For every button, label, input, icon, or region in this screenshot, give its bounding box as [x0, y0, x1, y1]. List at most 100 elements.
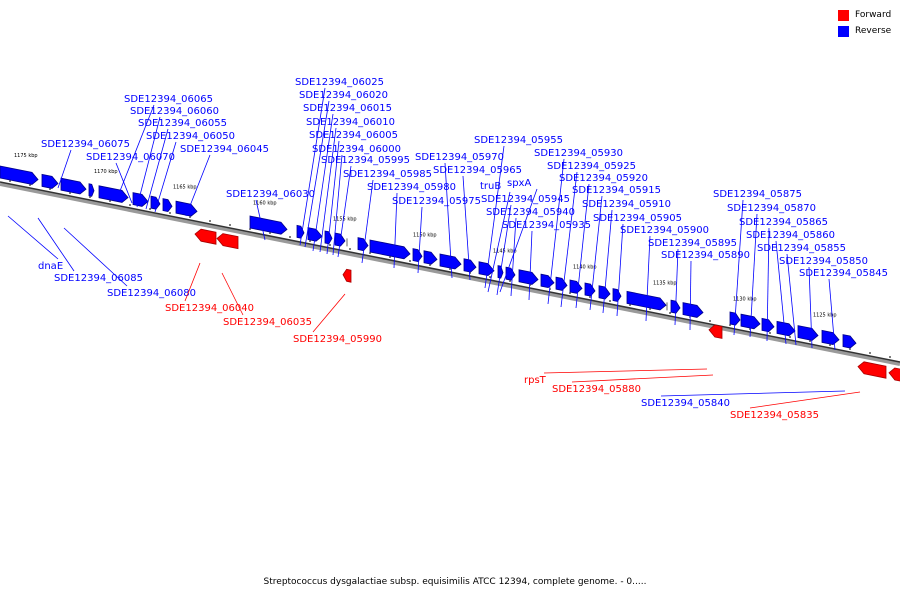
- label-leader: [602, 209, 613, 314]
- label-leader: [749, 391, 861, 409]
- gene-label: SDE12394_06025: [295, 77, 384, 88]
- scale-label: 1165 kbp: [173, 185, 197, 191]
- scale-label: 1145 kbp: [493, 249, 517, 255]
- gene-label: SDE12394_06075: [41, 139, 130, 150]
- reverse-gene-arrow: [296, 224, 305, 239]
- legend-reverse: Reverse: [838, 25, 898, 41]
- gene-label: SDE12394_05845: [799, 268, 888, 279]
- gene-label: SDE12394_06030: [226, 189, 315, 200]
- label-leader: [337, 165, 352, 258]
- gene-label: SDE12394_05870: [727, 203, 816, 214]
- scale-label: 1155 kbp: [333, 217, 357, 223]
- reverse-gene-arrow: [88, 183, 95, 197]
- label-leader: [115, 162, 133, 204]
- label-leader: [828, 278, 836, 351]
- gene-label: SDE12394_05920: [559, 173, 648, 184]
- gene-label: truB: [480, 181, 501, 192]
- label-leader: [332, 154, 343, 256]
- gene-label: SDE12394_05995: [321, 155, 410, 166]
- scale-label: 1175 kbp: [14, 153, 38, 159]
- gene-label: SDE12394_06080: [107, 288, 196, 299]
- label-leader: [185, 154, 211, 217]
- label-leader: [7, 215, 59, 260]
- gene-label: rpsT: [524, 375, 547, 386]
- reverse-gene-arrow: [162, 198, 173, 213]
- gene-label: SDE12394_05975: [392, 196, 481, 207]
- reverse-gene-arrow: [682, 302, 704, 318]
- gene-label: SDE12394_05945: [481, 194, 570, 205]
- label-leader: [547, 158, 565, 305]
- reverse-gene-arrow: [357, 237, 369, 252]
- reverse-gene-arrow: [612, 288, 622, 302]
- gene-label: SDE12394_05910: [582, 199, 671, 210]
- label-leader: [560, 171, 578, 308]
- reverse-gene-arrow: [776, 320, 796, 337]
- reverse-gene-arrow: [821, 329, 840, 346]
- gene-label: SDE12394_06015: [303, 103, 392, 114]
- label-leader: [462, 175, 471, 281]
- label-leader: [312, 293, 346, 333]
- label-leader: [484, 145, 505, 289]
- forward-gene-arrow: [194, 228, 217, 245]
- label-leader: [510, 217, 517, 297]
- gene-label: SDE12394_05865: [739, 217, 828, 228]
- gene-label: SDE12394_06065: [124, 94, 213, 105]
- scale-label: 1130 kbp: [733, 297, 757, 303]
- label-leader: [417, 206, 423, 274]
- reverse-gene-arrow: [307, 227, 323, 242]
- gene-label: spxA: [507, 178, 531, 189]
- gene-label: SDE12394_05875: [713, 189, 802, 200]
- gene-label: SDE12394_05860: [746, 230, 835, 241]
- forward-gene-arrow: [888, 367, 900, 382]
- scale-label: 1140 kbp: [573, 265, 597, 271]
- label-leader: [154, 141, 177, 213]
- label-leader: [571, 374, 714, 383]
- label-leader: [499, 188, 538, 293]
- reverse-gene-arrow: [761, 317, 775, 333]
- reverse-gene-arrow: [626, 290, 667, 311]
- label-leader: [444, 162, 453, 279]
- label-leader: [786, 253, 797, 346]
- gene-label: SDE12394_05955: [474, 135, 563, 146]
- label-leader: [304, 100, 330, 248]
- gene-label: SDE12394_06050: [146, 131, 235, 142]
- reverse-gene-arrow: [505, 266, 516, 281]
- label-leader: [496, 204, 512, 296]
- gene-label: dnaE: [38, 261, 63, 272]
- gene-label: SDE12394_06020: [299, 90, 388, 101]
- gene-label: SDE12394_06045: [180, 144, 269, 155]
- reverse-gene-arrow: [842, 334, 857, 349]
- label-leader: [733, 199, 744, 336]
- scale-label: 1150 kbp: [413, 233, 437, 239]
- label-leader: [674, 248, 679, 326]
- reverse-gene-arrow: [412, 248, 423, 263]
- label-leader: [775, 240, 787, 345]
- scale-label: 1135 kbp: [653, 281, 677, 287]
- reverse-gene-arrow: [584, 282, 596, 297]
- gene-label: SDE12394_06010: [306, 117, 395, 128]
- reverse-swatch: [838, 26, 849, 37]
- gene-label: SDE12394_05965: [433, 165, 522, 176]
- label-leader: [145, 128, 169, 210]
- gene-label: SDE12394_05850: [779, 256, 868, 267]
- label-leader: [660, 390, 846, 397]
- reverse-gene-arrow: [439, 253, 462, 270]
- label-leader: [689, 260, 692, 331]
- genome-caption: Streptococcus dysgalactiae subsp. equisi…: [263, 577, 647, 587]
- forward-gene-arrow: [857, 361, 887, 379]
- label-leader: [393, 192, 398, 269]
- reverse-gene-arrow: [369, 239, 411, 260]
- reverse-gene-arrow: [478, 261, 495, 277]
- gene-label: SDE12394_05895: [648, 238, 737, 249]
- gene-label: SDE12394_05855: [757, 243, 846, 254]
- gene-label: SDE12394_05925: [547, 161, 636, 172]
- label-leader: [589, 195, 603, 311]
- gene-label: SDE12394_05900: [620, 225, 709, 236]
- gene-label: SDE12394_06070: [86, 152, 175, 163]
- label-leader: [184, 262, 201, 302]
- reverse-gene-arrow: [423, 250, 438, 265]
- gene-label: SDE12394_05940: [486, 207, 575, 218]
- label-leader: [766, 227, 770, 342]
- gene-label: SDE12394_05970: [415, 152, 504, 163]
